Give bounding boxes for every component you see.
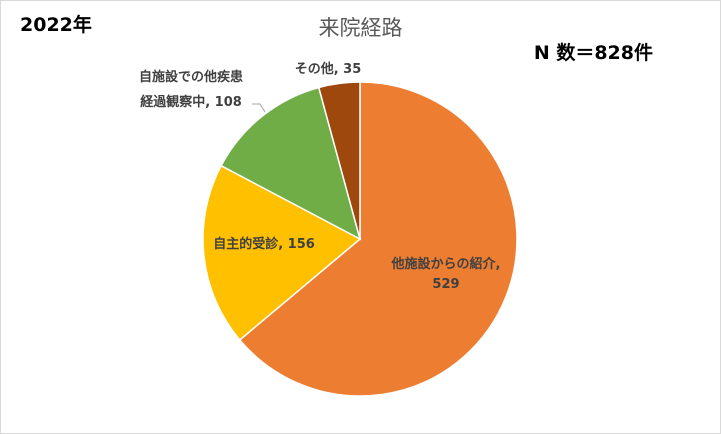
slice-data-label: 自主的受診, 156 [213, 236, 315, 252]
chart-title: 来院経路 [318, 16, 403, 40]
pie-slice [238, 81, 518, 397]
label-leader-line [252, 103, 266, 113]
slice-data-label: その他, 35 [295, 61, 362, 77]
slice-data-label: 他施設からの紹介, 529 [391, 256, 501, 292]
slice-data-label: 自施設での他疾患経過観察中, 108 [139, 69, 243, 110]
pie-slice [220, 86, 362, 241]
pie-slice [202, 164, 362, 341]
year-label: 2022年 [20, 14, 92, 36]
sample-size-label: N 数＝828件 [533, 42, 653, 64]
pie-slice [317, 81, 361, 240]
